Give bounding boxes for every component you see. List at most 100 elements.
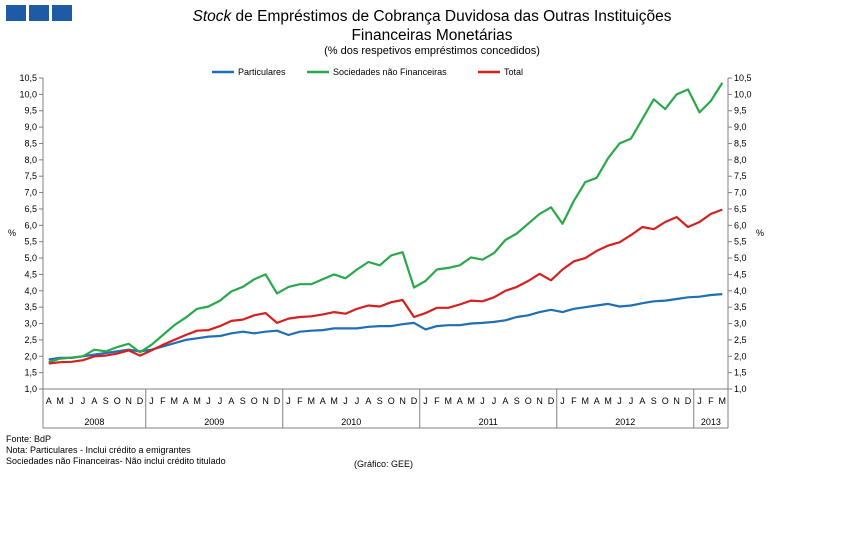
x-tick-label: M [171, 396, 179, 406]
y-tick-label-right: 9,0 [734, 122, 747, 132]
x-tick-label: J [492, 396, 497, 406]
x-tick-label: A [91, 396, 97, 406]
x-tick-label: S [240, 396, 246, 406]
x-tick-label: S [651, 396, 657, 406]
y-tick-label-right: 4,5 [734, 269, 747, 279]
legend-label-total: Total [504, 67, 523, 77]
y-tick-label-right: 4,0 [734, 286, 747, 296]
x-tick-label: M [582, 396, 590, 406]
x-tick-label: J [697, 396, 702, 406]
year-label: 2009 [204, 417, 224, 427]
chart-title: Stock de Empréstimos de Cobrança Duvidos… [0, 7, 864, 45]
chart-notes: Fonte: BdP Nota: Particulares - Inclui c… [6, 434, 226, 467]
title-italic: Stock [192, 8, 232, 25]
x-tick-label: N [125, 396, 132, 406]
x-tick-label: J [355, 396, 360, 406]
y-tick-label-right: 2,0 [734, 351, 747, 361]
year-label: 2008 [84, 417, 104, 427]
x-tick-label: F [708, 396, 714, 406]
x-tick-label: M [193, 396, 201, 406]
logo-block [6, 5, 26, 21]
note-source: Fonte: BdP [6, 434, 52, 444]
x-tick-label: J [286, 396, 291, 406]
x-tick-label: M [719, 396, 727, 406]
y-tick-label-right: 7,5 [734, 171, 747, 181]
y-tick-label-right: 8,5 [734, 138, 747, 148]
x-tick-label: D [137, 396, 144, 406]
title-line1: de Empréstimos de Cobrança Duvidosa das … [231, 8, 672, 25]
x-tick-label: D [685, 396, 692, 406]
x-tick-label: A [46, 396, 52, 406]
note-grafico: (Gráfico: GEE) [354, 459, 414, 469]
x-tick-label: N [399, 396, 406, 406]
y-tick-label-right: 8,0 [734, 155, 747, 165]
y-tick-label-right: 9,5 [734, 106, 747, 116]
y-tick-label-left: 6,5 [24, 204, 37, 214]
x-tick-label: J [218, 396, 223, 406]
x-tick-label: O [251, 396, 258, 406]
x-tick-label: S [103, 396, 109, 406]
x-tick-label: J [149, 396, 154, 406]
y-tick-label-right: 3,0 [734, 319, 747, 329]
y-axis-label-right: % [756, 228, 764, 238]
x-tick-label: J [206, 396, 211, 406]
x-tick-label: D [274, 396, 281, 406]
x-tick-label: O [114, 396, 121, 406]
x-tick-label: N [673, 396, 680, 406]
x-tick-label: J [69, 396, 74, 406]
y-tick-label-left: 7,0 [24, 188, 37, 198]
x-tick-label: M [445, 396, 453, 406]
x-tick-label: D [411, 396, 418, 406]
y-tick-label-left: 2,5 [24, 335, 37, 345]
year-label: 2010 [341, 417, 361, 427]
y-tick-label-left: 7,5 [24, 171, 37, 181]
x-tick-label: J [617, 396, 622, 406]
chart-subtitle: (% dos respetivos empréstimos concedidos… [324, 45, 540, 57]
y-tick-label-left: 1,5 [24, 368, 37, 378]
y-tick-label-left: 4,0 [24, 286, 37, 296]
logo-block [29, 5, 49, 21]
y-tick-label-left: 6,0 [24, 220, 37, 230]
x-tick-label: M [467, 396, 475, 406]
logo-block [52, 5, 72, 21]
y-tick-label-right: 10,0 [734, 89, 752, 99]
y-tick-label-left: 5,0 [24, 253, 37, 263]
note-sociedades: Sociedades não Financeiras- Não inclui c… [6, 456, 226, 466]
x-tick-label: J [629, 396, 634, 406]
y-tick-label-left: 1,0 [24, 384, 37, 394]
x-tick-label: O [662, 396, 669, 406]
x-tick-label: A [457, 396, 463, 406]
x-tick-label: M [330, 396, 338, 406]
x-tick-label: J [81, 396, 86, 406]
x-tick-label: F [571, 396, 577, 406]
x-tick-label: A [502, 396, 508, 406]
x-tick-label: A [365, 396, 371, 406]
y-tick-label-right: 5,5 [734, 237, 747, 247]
x-tick-label: F [434, 396, 440, 406]
x-tick-label: M [56, 396, 64, 406]
y-tick-label-right: 1,5 [734, 368, 747, 378]
y-tick-label-left: 9,5 [24, 106, 37, 116]
y-tick-label-left: 3,5 [24, 302, 37, 312]
x-tick-label: J [343, 396, 348, 406]
x-tick-label: F [297, 396, 303, 406]
y-tick-label-left: 8,5 [24, 138, 37, 148]
y-tick-label-right: 2,5 [734, 335, 747, 345]
y-tick-label-right: 1,0 [734, 384, 747, 394]
x-tick-label: N [262, 396, 269, 406]
y-axis-label-left: % [8, 228, 16, 238]
y-tick-label-left: 9,0 [24, 122, 37, 132]
year-label: 2011 [479, 417, 498, 427]
y-tick-label-right: 6,0 [734, 220, 747, 230]
series-line-sociedades [48, 82, 724, 364]
x-tick-label: D [548, 396, 555, 406]
x-tick-label: A [594, 396, 600, 406]
y-tick-label-right: 5,0 [734, 253, 747, 263]
y-tick-label-left: 10,5 [19, 73, 37, 83]
y-tick-label-right: 3,5 [734, 302, 747, 312]
x-tick-label: S [377, 396, 383, 406]
x-tick-label: J [480, 396, 485, 406]
y-tick-label-left: 2,0 [24, 351, 37, 361]
y-tick-label-right: 10,5 [734, 73, 752, 83]
